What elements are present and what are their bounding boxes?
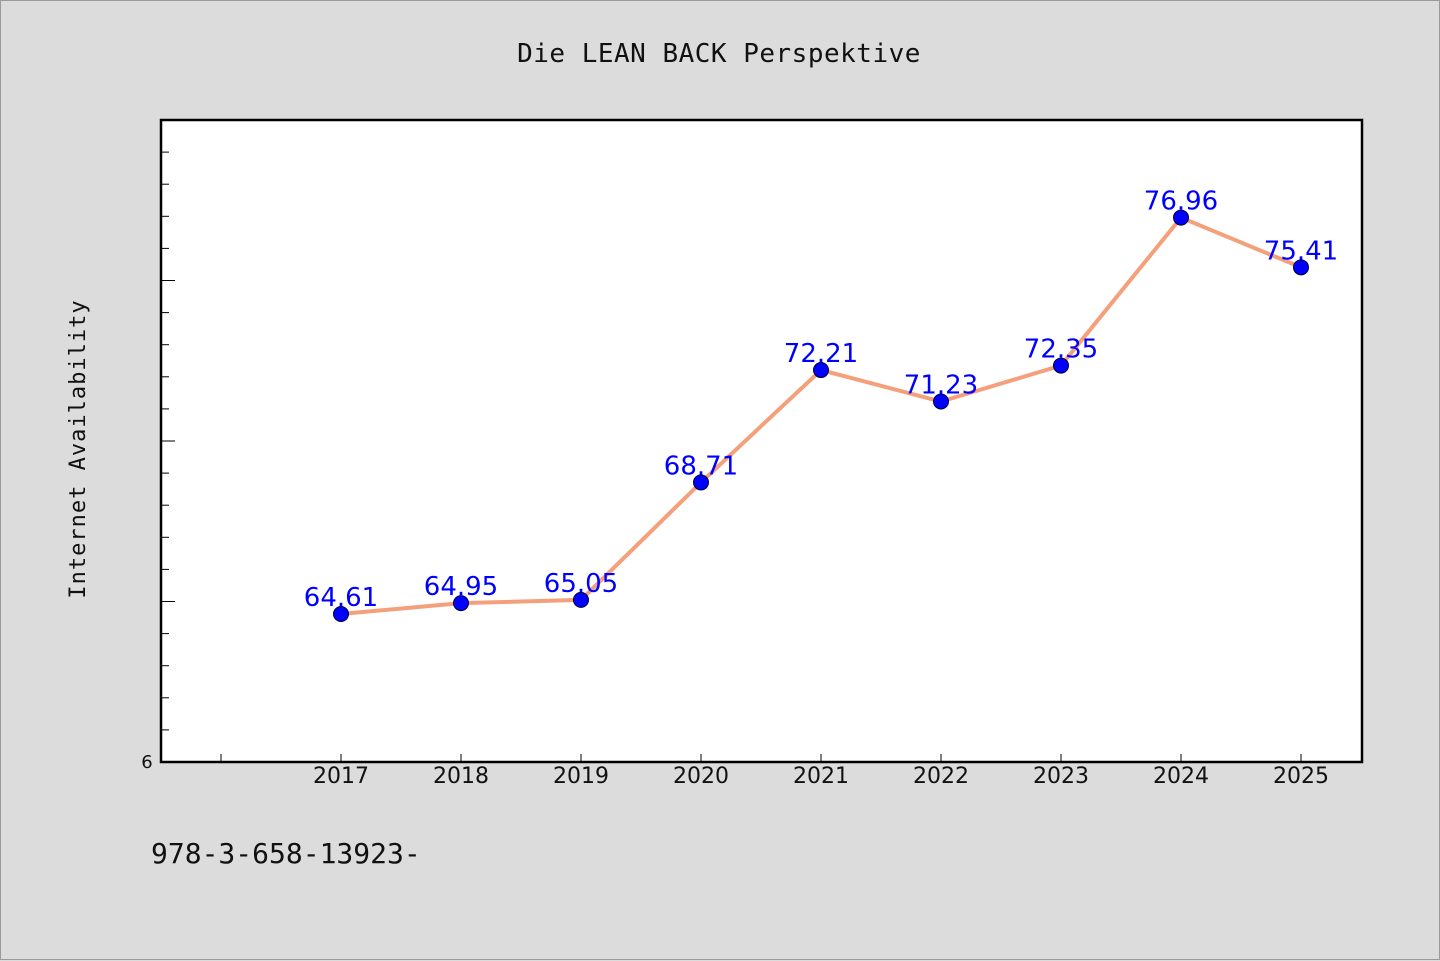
y-axis-ticks [161, 119, 175, 763]
x-tick-label: 2023 [1033, 764, 1089, 789]
y-axis-label: Internet Availability [66, 299, 91, 598]
footer-isbn: 978-3-658-13923- [151, 837, 421, 870]
data-point [933, 393, 949, 410]
data-label: 65.05 [544, 569, 618, 599]
x-tick-label: 2024 [1153, 764, 1209, 789]
series-layer: 64.61 64.95 65.05 68.71 72.21 71.23 72.35 76.96… [304, 187, 1338, 623]
data-point [333, 606, 349, 623]
data-label: 68.71 [664, 451, 738, 481]
x-tick-label: 2017 [313, 764, 369, 789]
data-label: 72.35 [1024, 335, 1098, 365]
x-tick-label: 2025 [1273, 764, 1329, 789]
data-point [573, 591, 589, 608]
data-label: 71.23 [904, 371, 978, 401]
x-axis-ticks: 2017 2018 2019 2020 2021 2022 2023 2024 2025 [220, 754, 1329, 789]
data-label: 72.21 [784, 339, 858, 369]
data-point [453, 595, 469, 612]
x-tick-label: 2021 [793, 764, 849, 789]
y-tick-label: 6 [141, 752, 152, 773]
chart-title: Die LEAN BACK Perspektive [517, 39, 921, 69]
x-tick-label: 2022 [913, 764, 969, 789]
plot-area [159, 118, 1364, 764]
data-label: 76.96 [1144, 187, 1218, 217]
data-label: 64.61 [304, 583, 378, 613]
data-label: 75.41 [1264, 236, 1338, 266]
data-point [1053, 357, 1069, 374]
data-point [813, 362, 829, 379]
data-point [1173, 209, 1189, 226]
x-tick-label: 2019 [553, 764, 609, 789]
data-label: 64.95 [424, 572, 498, 602]
data-point [1293, 259, 1309, 276]
x-tick-label: 2018 [433, 764, 489, 789]
x-tick-label: 2020 [673, 764, 729, 789]
data-point [693, 474, 709, 491]
